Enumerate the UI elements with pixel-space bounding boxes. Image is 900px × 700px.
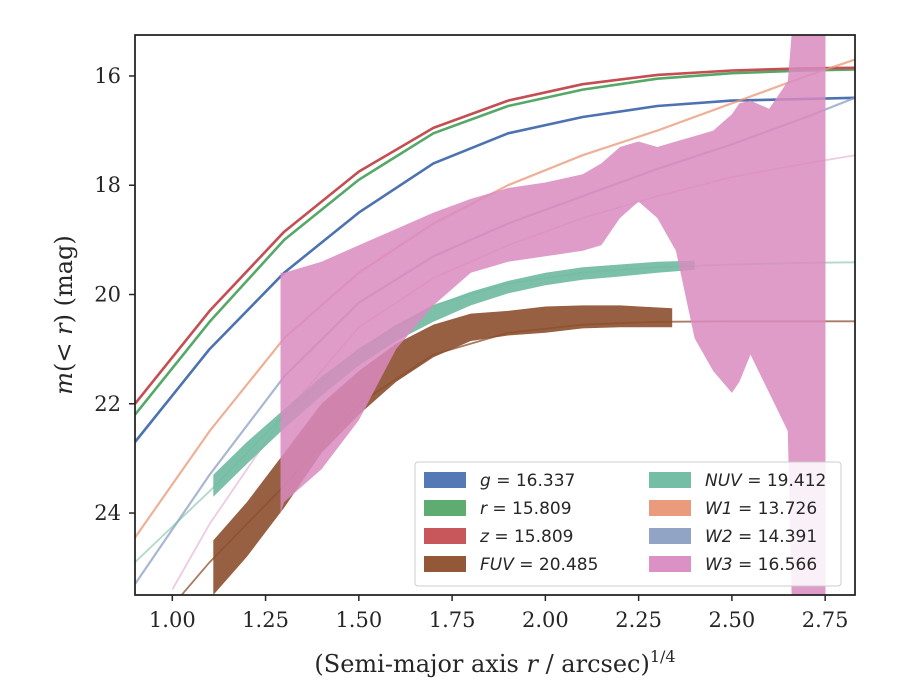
legend-swatch — [424, 472, 466, 488]
legend-swatch — [424, 528, 466, 544]
band-nuv — [213, 260, 695, 497]
y-tick-label: 16 — [94, 64, 121, 88]
x-tick-label: 1.75 — [429, 608, 476, 632]
axis-ticks: 1.00 1.25 1.50 1.75 2.00 2.25 2.50 2.75 16 18 20 22… — [94, 64, 848, 632]
legend-label: W2 = 14.391 — [705, 527, 817, 547]
y-tick-label: 22 — [94, 392, 121, 416]
y-tick-label: 24 — [94, 501, 121, 525]
x-tick-label: 1.50 — [335, 608, 382, 632]
series-line-w1 — [135, 58, 855, 539]
series-line-r — [135, 68, 855, 416]
x-tick-label: 1.00 — [149, 608, 196, 632]
x-tick-label: 1.25 — [242, 608, 289, 632]
legend-swatch — [649, 500, 691, 516]
x-tick-label: 2.25 — [615, 608, 662, 632]
series-line-g — [135, 96, 855, 443]
y-tick-label: 20 — [94, 283, 121, 307]
legend-swatch — [649, 472, 691, 488]
legend-label: FUV = 20.485 — [480, 555, 598, 575]
x-tick-label: 2.75 — [802, 608, 849, 632]
y-axis-label: m(< r) (mag) — [50, 235, 78, 395]
y-tick-label: 18 — [94, 173, 121, 197]
legend-swatch — [424, 556, 466, 572]
legend: g = 16.337 r = 15.809 z = 15.809 FUV = 20.4… — [414, 461, 842, 587]
legend-swatch — [649, 556, 691, 572]
legend-frame — [414, 461, 842, 587]
legend-label: NUV = 19.412 — [705, 471, 826, 491]
legend-label: g = 16.337 — [480, 471, 575, 491]
x-axis-label: (Semi-major axis r / arcsec)1/4 — [314, 647, 675, 678]
legend-label: W3 = 16.566 — [705, 555, 817, 575]
legend-swatch — [649, 528, 691, 544]
x-tick-label: 2.00 — [522, 608, 569, 632]
legend-label: z = 15.809 — [479, 527, 573, 547]
plot-frame — [134, 34, 856, 596]
x-tick-label: 2.50 — [709, 608, 756, 632]
legend-label: W1 = 13.726 — [705, 499, 817, 519]
series-line-z — [135, 66, 855, 405]
legend-label: r = 15.809 — [480, 499, 572, 519]
band-w3 — [280, 35, 826, 595]
data-layer — [135, 35, 855, 595]
legend-swatch — [424, 500, 466, 516]
